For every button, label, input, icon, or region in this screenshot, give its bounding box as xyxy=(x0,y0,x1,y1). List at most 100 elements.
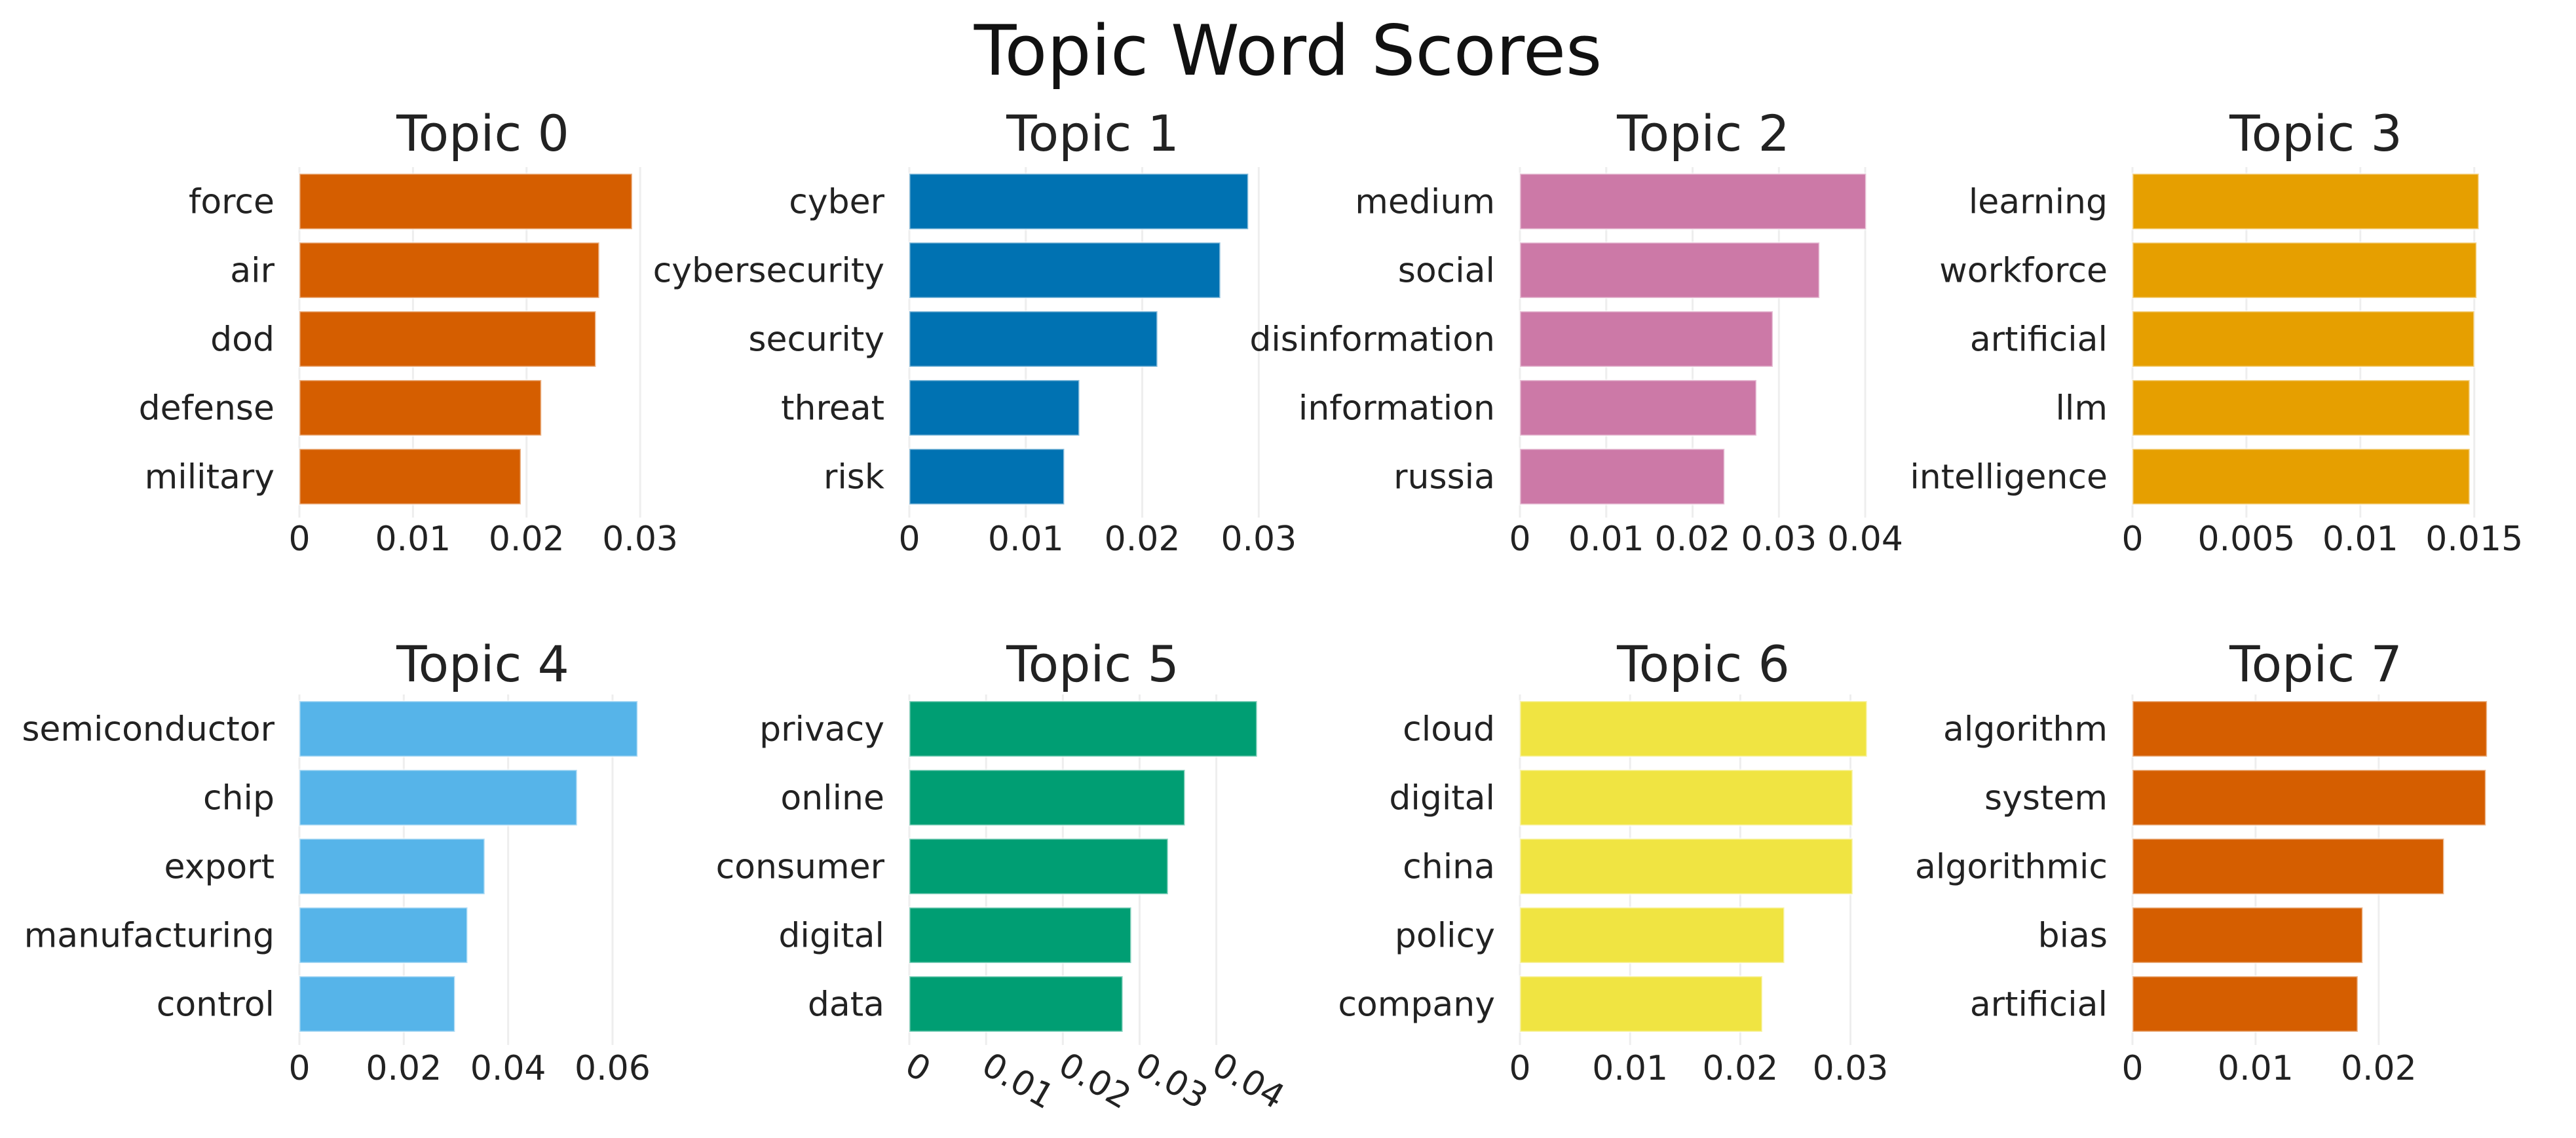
category-label: system xyxy=(1984,779,2108,818)
bar xyxy=(1519,172,1867,231)
category-label: cloud xyxy=(1403,710,1495,749)
bar xyxy=(298,768,578,827)
bar xyxy=(908,447,1065,506)
bar xyxy=(298,172,634,231)
category-label: policy xyxy=(1395,917,1495,956)
category-label: social xyxy=(1398,252,1495,291)
topic-panel-3: Topic 3 learning workforce artificial llm int… xyxy=(1910,104,2523,559)
category-label: bias xyxy=(2038,917,2108,956)
category-label: air xyxy=(230,252,275,291)
category-label: military xyxy=(145,458,275,497)
x-tick-label: 0 xyxy=(288,1049,310,1088)
panel-title: Topic 3 xyxy=(2229,104,2402,162)
bar xyxy=(908,837,1169,896)
x-tick-label: 0 xyxy=(1509,520,1530,559)
category-label: algorithm xyxy=(1943,710,2108,749)
topic-panel-6: Topic 6 cloud digital china policy company 0 0.… xyxy=(1338,635,1888,1088)
x-tick-label: 0.03 xyxy=(1741,520,1817,559)
category-label: dod xyxy=(210,320,275,360)
bar xyxy=(298,310,597,368)
x-tick-label: 0.04 xyxy=(470,1049,546,1088)
panel-title: Topic 2 xyxy=(1616,104,1790,162)
bar xyxy=(1519,310,1774,368)
figure-title: Topic Word Scores xyxy=(974,10,1602,91)
bar xyxy=(298,975,456,1033)
x-tick-label: 0.02 xyxy=(1105,520,1181,559)
category-label: cyber xyxy=(789,183,884,222)
panel-title: Topic 0 xyxy=(396,104,569,162)
bar xyxy=(1519,906,1786,964)
x-tick-label: 0.01 xyxy=(375,520,451,559)
x-tick-label: 0.02 xyxy=(1052,1045,1137,1117)
bar xyxy=(298,837,486,896)
category-label: data xyxy=(808,985,884,1025)
panel-title: Topic 1 xyxy=(1006,104,1179,162)
topic-panel-4: Topic 4 semiconductor chip export manufactur… xyxy=(22,635,651,1088)
x-tick-label: 0.03 xyxy=(1221,520,1297,559)
bar xyxy=(908,379,1081,437)
category-label: cybersecurity xyxy=(653,252,884,291)
category-label: chip xyxy=(203,779,275,818)
bar xyxy=(1519,700,1868,758)
bar xyxy=(908,975,1124,1033)
category-label: workforce xyxy=(1939,252,2108,291)
category-label: force xyxy=(189,183,275,222)
bar xyxy=(2131,768,2487,827)
category-label: semiconductor xyxy=(22,710,275,749)
bar xyxy=(1519,768,1854,827)
x-tick-label: 0.02 xyxy=(2341,1049,2417,1088)
x-tick-label: 0.005 xyxy=(2197,520,2295,559)
bar xyxy=(2131,241,2478,299)
panel-title: Topic 6 xyxy=(1616,635,1790,693)
x-tick-label: 0.01 xyxy=(975,1045,1061,1117)
topic-panel-2: Topic 2 medium social disinformation informa… xyxy=(1249,104,1903,559)
category-label: manufacturing xyxy=(24,917,275,956)
category-label: control xyxy=(157,985,275,1025)
bar xyxy=(1519,447,1726,506)
category-label: disinformation xyxy=(1249,320,1495,360)
topic-panel-5: Topic 5 privacy online consumer digital data 0… xyxy=(716,635,1291,1117)
x-tick-label: 0.02 xyxy=(366,1049,442,1088)
bar xyxy=(908,768,1186,827)
bar xyxy=(298,906,469,964)
bar xyxy=(908,700,1259,758)
x-tick-label: 0.03 xyxy=(1129,1045,1214,1117)
panel-title: Topic 5 xyxy=(1006,635,1179,693)
x-tick-label: 0.01 xyxy=(2322,520,2398,559)
bar xyxy=(298,241,601,299)
category-label: threat xyxy=(781,389,884,428)
x-tick-label: 0 xyxy=(898,520,920,559)
bar xyxy=(2131,172,2480,231)
x-tick-label: 0.03 xyxy=(1813,1049,1889,1088)
x-tick-label: 0 xyxy=(899,1045,938,1090)
bar xyxy=(298,447,522,506)
x-tick-label: 0.02 xyxy=(489,520,565,559)
x-tick-label: 0.04 xyxy=(1827,520,1903,559)
category-label: artificial xyxy=(1970,320,2108,360)
x-tick-label: 0.01 xyxy=(2218,1049,2294,1088)
category-label: algorithmic xyxy=(1915,848,2108,887)
bar xyxy=(1519,241,1821,299)
category-label: online xyxy=(780,779,884,818)
x-tick-label: 0.04 xyxy=(1205,1045,1291,1117)
panel-title: Topic 4 xyxy=(396,635,569,693)
x-tick-label: 0.01 xyxy=(1592,1049,1668,1088)
bar xyxy=(298,700,639,758)
bar xyxy=(908,172,1249,231)
category-label: company xyxy=(1338,985,1495,1025)
category-label: digital xyxy=(1389,779,1495,818)
category-label: export xyxy=(164,848,275,887)
x-tick-label: 0.02 xyxy=(1655,520,1731,559)
bar xyxy=(2131,700,2488,758)
bar xyxy=(2131,447,2471,506)
category-label: china xyxy=(1403,848,1495,887)
x-tick-label: 0.02 xyxy=(1702,1049,1778,1088)
category-label: artificial xyxy=(1970,985,2108,1025)
category-label: defense xyxy=(139,389,275,428)
x-tick-label: 0.03 xyxy=(602,520,678,559)
category-label: medium xyxy=(1355,183,1495,222)
category-label: learning xyxy=(1969,183,2108,222)
bar xyxy=(908,241,1222,299)
x-tick-label: 0.01 xyxy=(988,520,1064,559)
x-tick-label: 0.015 xyxy=(2425,520,2523,559)
